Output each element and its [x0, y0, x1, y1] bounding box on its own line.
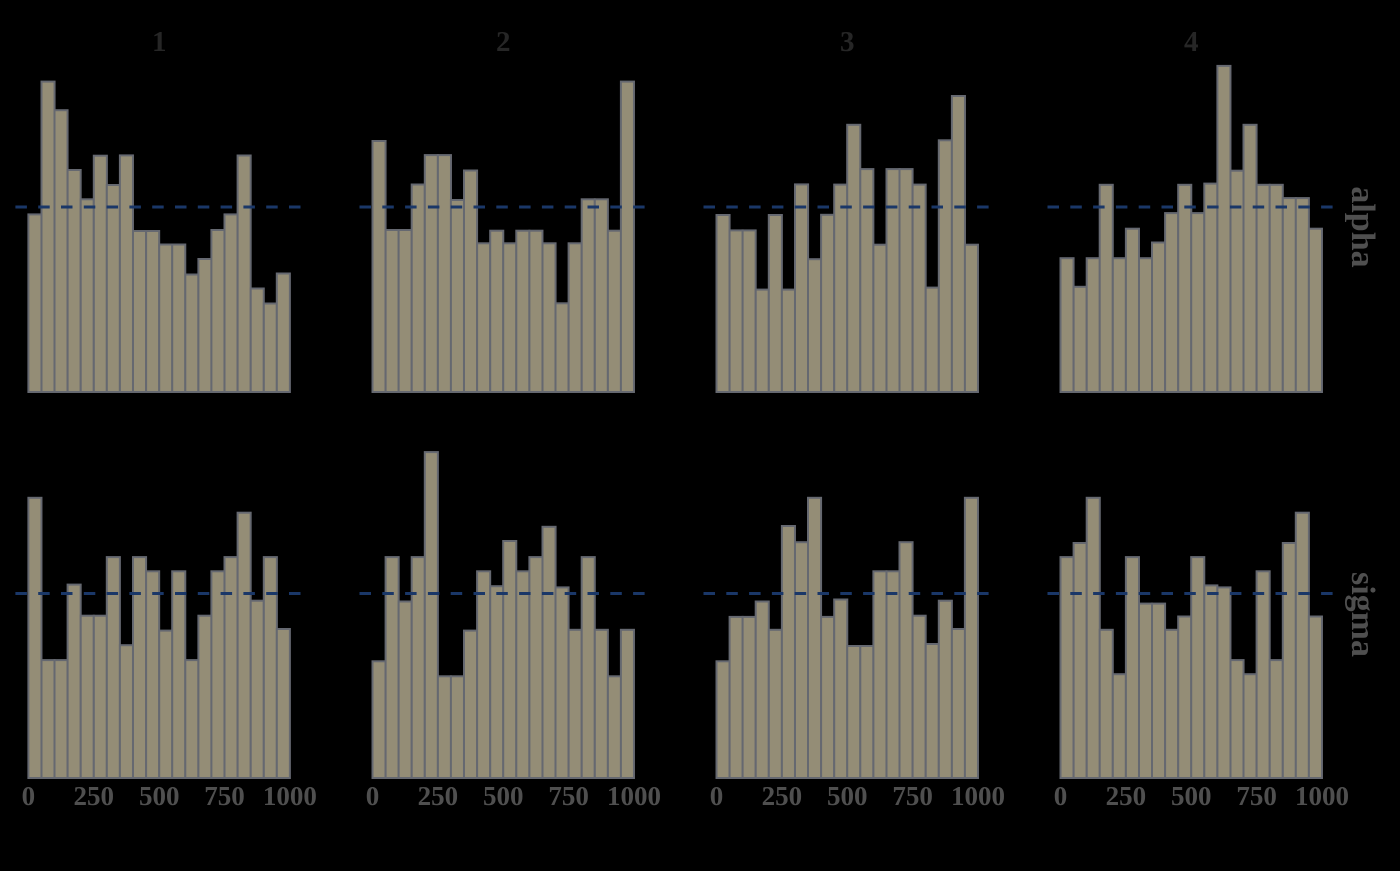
svg-text:0: 0 [710, 781, 724, 811]
svg-text:0: 0 [366, 781, 380, 811]
svg-text:sigma: sigma [1344, 572, 1381, 657]
svg-text:0: 0 [22, 781, 36, 811]
svg-text:250: 250 [418, 781, 459, 811]
svg-text:250: 250 [762, 781, 803, 811]
svg-text:0: 0 [1054, 781, 1068, 811]
svg-text:1: 1 [152, 26, 167, 58]
svg-text:2: 2 [496, 26, 511, 58]
svg-text:1000: 1000 [951, 781, 1005, 811]
svg-text:1000: 1000 [1295, 781, 1349, 811]
svg-text:250: 250 [1106, 781, 1147, 811]
svg-text:250: 250 [74, 781, 115, 811]
svg-text:500: 500 [827, 781, 868, 811]
svg-text:1000: 1000 [607, 781, 661, 811]
svg-text:1000: 1000 [263, 781, 317, 811]
svg-text:500: 500 [1171, 781, 1212, 811]
svg-text:500: 500 [483, 781, 524, 811]
svg-text:750: 750 [204, 781, 245, 811]
svg-text:3: 3 [840, 26, 855, 58]
svg-text:alpha: alpha [1344, 186, 1381, 267]
svg-text:4: 4 [1184, 26, 1199, 58]
svg-text:750: 750 [548, 781, 589, 811]
svg-text:750: 750 [892, 781, 933, 811]
svg-text:750: 750 [1236, 781, 1277, 811]
svg-text:500: 500 [139, 781, 180, 811]
